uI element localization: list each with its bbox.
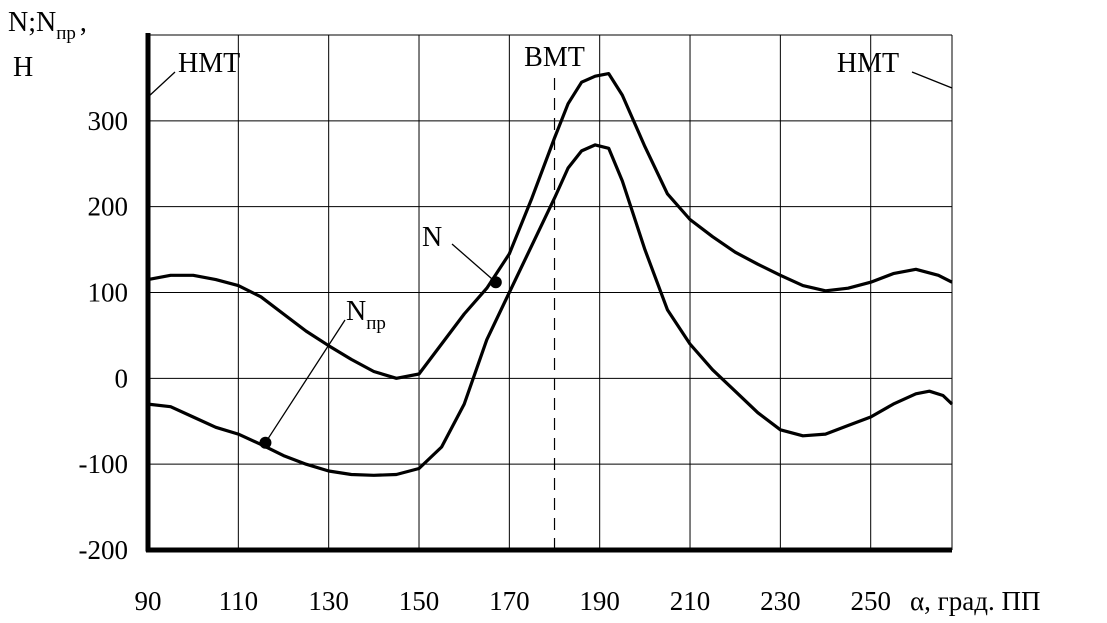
series-n-label: N <box>422 222 442 253</box>
x-tick-label: 190 <box>579 586 620 616</box>
x-tick-label: 210 <box>670 586 711 616</box>
y-tick-label: 100 <box>88 278 129 308</box>
x-tick-label: 170 <box>489 586 530 616</box>
chart-axes <box>145 33 952 553</box>
y-axis-unit: Н <box>13 52 33 83</box>
series-npr-leader <box>264 319 346 444</box>
y-tick-labels: -200 -100 0 100 200 300 <box>79 106 129 565</box>
x-tick-labels: 90 110 130 150 170 190 210 230 250 <box>135 586 891 616</box>
series-n-leader <box>451 243 497 283</box>
gridlines <box>148 34 953 550</box>
series-n-marker <box>489 276 502 289</box>
nmt-left-leader <box>147 71 176 98</box>
annotations: НМТ ВМТ НМТ N Nпр <box>147 42 953 449</box>
y-tick-label: 300 <box>88 106 129 136</box>
y-axis-label: N;Nпр, <box>8 7 87 44</box>
x-tick-label: 110 <box>219 586 259 616</box>
series-line-0 <box>147 72 953 380</box>
x-axis-label: α, град. ПП <box>910 586 1040 616</box>
series-npr-label: Nпр <box>346 296 386 334</box>
x-tick-label: 230 <box>760 586 801 616</box>
y-tick-label: 200 <box>88 192 129 222</box>
x-tick-label: 90 <box>135 586 162 616</box>
nmt-left-label: НМТ <box>178 48 240 79</box>
x-tick-label: 250 <box>850 586 891 616</box>
y-tick-label: 0 <box>115 363 129 393</box>
series-npr-marker <box>259 436 272 449</box>
nmt-right-label: НМТ <box>837 48 899 79</box>
y-tick-label: -100 <box>79 449 129 479</box>
data-series <box>147 72 954 477</box>
x-tick-label: 130 <box>308 586 349 616</box>
series-line-1 <box>147 143 954 477</box>
x-tick-label: 150 <box>399 586 440 616</box>
nmt-right-leader <box>911 71 953 89</box>
y-tick-label: -200 <box>79 535 129 565</box>
vmt-label: ВМТ <box>524 42 585 73</box>
